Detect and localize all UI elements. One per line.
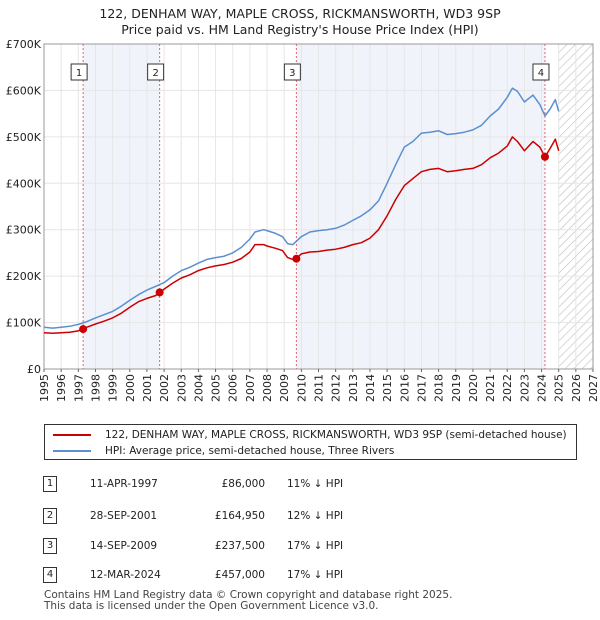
transaction-row: 2 28-SEP-2001 £164,950 12% ↓ HPI bbox=[40, 508, 440, 528]
transaction-label-box: 1 bbox=[70, 63, 88, 81]
x-tick-label: 2021 bbox=[484, 374, 497, 402]
transaction-hpi: 17% ↓ HPI bbox=[287, 569, 344, 581]
transaction-price: £457,000 bbox=[214, 569, 265, 581]
transaction-label-box: 4 bbox=[532, 63, 550, 81]
x-tick-label: 1999 bbox=[107, 374, 120, 402]
x-tick-label: 1995 bbox=[38, 374, 51, 402]
y-tick-label: £600K bbox=[6, 84, 42, 97]
x-tick-label: 2022 bbox=[501, 374, 514, 402]
x-tick-label: 2004 bbox=[192, 374, 205, 402]
x-tick-label: 2023 bbox=[518, 374, 531, 402]
x-tick-label: 2002 bbox=[158, 374, 171, 402]
transaction-hpi: 17% ↓ HPI bbox=[287, 540, 344, 552]
y-tick-label: £700K bbox=[6, 38, 42, 51]
legend-label-property: 122, DENHAM WAY, MAPLE CROSS, RICKMANSWO… bbox=[105, 429, 567, 441]
legend-swatch-hpi bbox=[53, 450, 91, 452]
x-tick-label: 2012 bbox=[330, 374, 343, 402]
ownership-shade bbox=[296, 44, 545, 369]
transaction-row: 1 11-APR-1997 £86,000 11% ↓ HPI bbox=[40, 476, 440, 496]
transaction-label: 4 bbox=[538, 68, 544, 79]
transaction-label-frame bbox=[147, 63, 165, 81]
x-tick-label: 2017 bbox=[415, 374, 428, 402]
price-chart: £0 £100K £200K £300K £400K £500K £600K £700K 199… bbox=[6, 38, 600, 402]
legend-swatch-property bbox=[53, 434, 91, 436]
transaction-row: 4 12-MAR-2024 £457,000 17% ↓ HPI bbox=[40, 567, 440, 587]
y-tick-label: £100K bbox=[6, 317, 42, 330]
x-tick-label: 2005 bbox=[210, 374, 223, 402]
transaction-date: 11-APR-1997 bbox=[90, 478, 158, 490]
y-tick-label: £400K bbox=[6, 177, 42, 190]
transaction-label-box: 2 bbox=[147, 63, 165, 81]
x-tick-label: 2013 bbox=[347, 374, 360, 402]
x-tick-label: 2024 bbox=[536, 374, 549, 402]
transaction-hpi: 11% ↓ HPI bbox=[287, 478, 344, 490]
y-tick-label: £0 bbox=[27, 363, 41, 376]
x-tick-label: 2008 bbox=[261, 374, 274, 402]
x-tick-label: 2009 bbox=[278, 374, 291, 402]
chart-subtitle: Price paid vs. HM Land Registry's House … bbox=[121, 22, 479, 37]
transaction-label: 1 bbox=[76, 68, 82, 79]
transaction-price: £86,000 bbox=[221, 478, 265, 490]
x-tick-label: 2010 bbox=[295, 374, 308, 402]
legend-item-property: 122, DENHAM WAY, MAPLE CROSS, RICKMANSWO… bbox=[53, 428, 567, 442]
transaction-price: £164,950 bbox=[214, 510, 265, 522]
y-tick-label: £200K bbox=[6, 270, 42, 283]
ownership-shade bbox=[83, 44, 160, 369]
transaction-number: 3 bbox=[43, 538, 57, 554]
x-tick-label: 2000 bbox=[124, 374, 137, 402]
x-tick-label: 1998 bbox=[89, 374, 102, 402]
transaction-number: 2 bbox=[43, 508, 57, 524]
transaction-point bbox=[155, 288, 164, 297]
footer-license: This data is licensed under the Open Gov… bbox=[44, 600, 379, 612]
transaction-hpi: 12% ↓ HPI bbox=[287, 510, 344, 522]
x-tick-label: 2015 bbox=[381, 374, 394, 402]
y-tick-label: £500K bbox=[6, 131, 42, 144]
transaction-point bbox=[79, 325, 88, 334]
transaction-label-frame bbox=[70, 63, 88, 81]
chart-title: 122, DENHAM WAY, MAPLE CROSS, RICKMANSWO… bbox=[99, 6, 501, 21]
y-tick-label: £300K bbox=[6, 224, 42, 237]
hpi-line bbox=[43, 87, 560, 329]
transaction-number: 1 bbox=[43, 476, 57, 492]
x-tick-label: 2003 bbox=[175, 374, 188, 402]
x-tick-label: 2027 bbox=[587, 374, 600, 402]
footer: Contains HM Land Registry data © Crown c… bbox=[44, 590, 452, 612]
x-tick-label: 2019 bbox=[450, 374, 463, 402]
x-tick-label: 2026 bbox=[570, 374, 583, 402]
transaction-label: 2 bbox=[152, 68, 158, 79]
legend-label-hpi: HPI: Average price, semi-detached house,… bbox=[105, 445, 395, 457]
x-tick-label: 2006 bbox=[227, 374, 240, 402]
transaction-date: 28-SEP-2001 bbox=[90, 510, 158, 522]
transaction-point bbox=[540, 152, 549, 161]
x-tick-label: 2016 bbox=[398, 374, 411, 402]
footer-copyright: Contains HM Land Registry data © Crown c… bbox=[44, 589, 453, 601]
x-tick-label: 2001 bbox=[141, 374, 154, 402]
transaction-point bbox=[292, 254, 301, 263]
transaction-date: 14-SEP-2009 bbox=[90, 540, 158, 552]
transaction-number: 4 bbox=[43, 567, 57, 583]
x-tick-label: 1997 bbox=[72, 374, 85, 402]
x-tick-label: 2014 bbox=[364, 374, 377, 402]
transaction-label-box: 3 bbox=[283, 63, 301, 81]
transaction-row: 3 14-SEP-2009 £237,500 17% ↓ HPI bbox=[40, 538, 440, 558]
x-tick-label: 2018 bbox=[433, 374, 446, 402]
transaction-date: 12-MAR-2024 bbox=[90, 569, 161, 581]
x-tick-label: 2025 bbox=[553, 374, 566, 402]
legend-item-hpi: HPI: Average price, semi-detached house,… bbox=[53, 444, 394, 458]
legend: 122, DENHAM WAY, MAPLE CROSS, RICKMANSWO… bbox=[44, 424, 577, 460]
x-tick-label: 2007 bbox=[244, 374, 257, 402]
x-tick-label: 2020 bbox=[467, 374, 480, 402]
transaction-label: 3 bbox=[289, 68, 295, 79]
transaction-label-frame bbox=[283, 63, 301, 81]
transaction-label-frame bbox=[532, 63, 550, 81]
x-tick-label: 1996 bbox=[55, 374, 68, 402]
transaction-price: £237,500 bbox=[214, 540, 265, 552]
x-tick-label: 2011 bbox=[313, 374, 326, 402]
